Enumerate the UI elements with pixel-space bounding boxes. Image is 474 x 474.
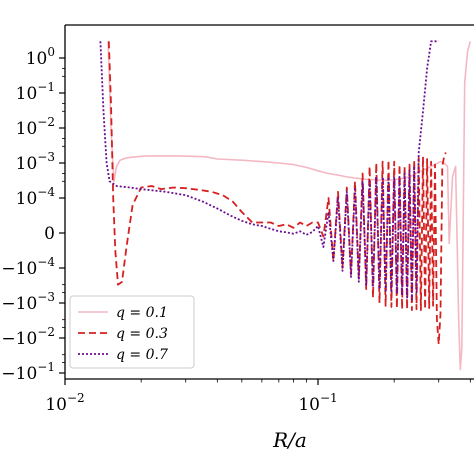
y-tick-base: 0	[44, 224, 55, 244]
y-tick-exponent: −3	[37, 150, 55, 164]
series-layer	[99, 40, 472, 371]
x-tick-label: 10−2	[45, 391, 84, 415]
y-tick-label: −10−2	[1, 325, 55, 349]
y-tick-label: 100	[26, 45, 55, 69]
y-tick-exponent: −2	[37, 325, 55, 339]
y-tick-exponent: −4	[37, 255, 55, 269]
y-tick-label: 10−2	[16, 115, 55, 139]
legend-box	[69, 295, 195, 369]
series-line-1	[107, 41, 472, 371]
y-tick-base: 10	[16, 119, 38, 139]
y-tick-label: 10−4	[16, 185, 56, 209]
y-tick-base: 10	[16, 259, 38, 279]
y-tick-sign: −	[1, 259, 15, 279]
y-tick-base: 10	[16, 154, 38, 174]
x-tick-base: 10	[45, 395, 67, 415]
y-tick-exponent: −1	[37, 360, 55, 374]
y-tick-exponent: −4	[37, 185, 55, 199]
y-tick-base: 10	[16, 84, 38, 104]
y-tick-sign: −	[1, 364, 15, 384]
x-tick-exponent: −2	[67, 391, 85, 405]
y-tick-label: −10−3	[1, 290, 55, 314]
legend-label: q = 0.1	[116, 305, 168, 321]
y-tick-label: 0	[44, 224, 55, 244]
y-tick-exponent: −2	[37, 115, 55, 129]
y-tick-label: 10−3	[16, 150, 55, 174]
y-tick-base: 10	[16, 329, 38, 349]
legend-label: q = 0.7	[116, 347, 168, 363]
y-tick-exponent: −1	[37, 80, 55, 94]
x-ticks: 10−2 10−1	[45, 379, 471, 415]
y-tick-base: 10	[16, 294, 38, 314]
x-axis-label: R/a	[272, 428, 307, 452]
y-tick-sign: −	[1, 294, 15, 314]
x-tick-base: 10	[298, 395, 320, 415]
legend-label: q = 0.3	[116, 326, 168, 342]
y-tick-label: −10−4	[1, 255, 55, 279]
x-tick-exponent: −1	[320, 391, 338, 405]
y-tick-base: 10	[26, 49, 48, 69]
y-tick-exponent: −3	[37, 290, 55, 304]
y-tick-label: 10−1	[16, 80, 55, 104]
y-tick-label: −10−1	[1, 360, 55, 384]
y-tick-sign: −	[1, 329, 15, 349]
series-line-3	[99, 40, 439, 301]
legend: q = 0.1 q = 0.3 q = 0.7	[69, 295, 195, 369]
y-tick-base: 10	[16, 189, 38, 209]
y-tick-exponent: 0	[47, 45, 55, 59]
x-tick-label: 10−1	[298, 391, 337, 415]
y-tick-base: 10	[16, 364, 38, 384]
